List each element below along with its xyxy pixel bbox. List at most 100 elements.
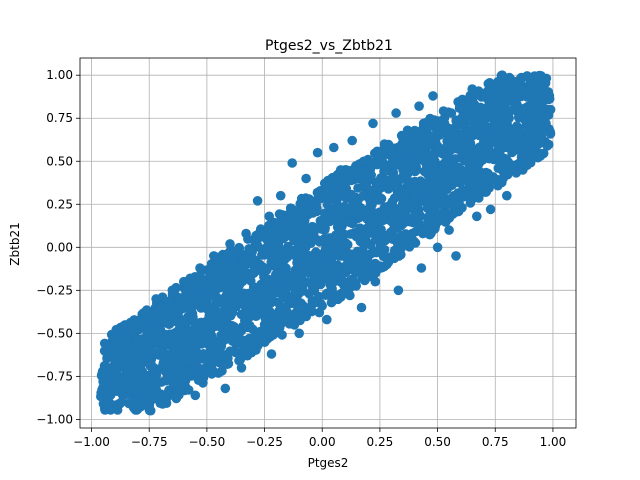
scatter-point (248, 267, 259, 277)
scatter-point (317, 221, 328, 232)
scatter-point (346, 165, 357, 176)
scatter-point (457, 165, 467, 176)
scatter-point (197, 337, 208, 347)
scatter-point (219, 335, 230, 345)
scatter-point (512, 107, 523, 117)
scatter-point (484, 133, 494, 144)
scatter-point (490, 122, 501, 132)
scatter-point (409, 211, 420, 221)
scatter-point (347, 135, 358, 146)
scatter-point (449, 190, 459, 201)
scatter-point (205, 328, 215, 339)
scatter-point (137, 337, 148, 347)
scatter-point (245, 311, 256, 322)
x-tick-label: 0.75 (482, 435, 509, 449)
scatter-point (282, 307, 293, 318)
scatter-point (392, 191, 403, 202)
scatter-point (137, 317, 147, 328)
scatter-point (448, 139, 459, 149)
scatter-point (126, 319, 136, 330)
scatter-point (174, 328, 184, 339)
scatter-point (195, 263, 205, 273)
scatter-point (483, 79, 494, 89)
scatter-point (305, 251, 316, 261)
scatter-point (419, 226, 430, 237)
scatter-point (380, 207, 391, 217)
scatter-point (536, 96, 547, 106)
scatter-point (163, 373, 174, 383)
scatter-point (294, 328, 305, 339)
scatter-point (360, 250, 371, 260)
scatter-point (335, 165, 346, 175)
scatter-point (274, 209, 285, 219)
scatter-point (395, 159, 406, 170)
scatter-point (485, 204, 496, 215)
scatter-point (370, 216, 381, 226)
scatter-point (372, 146, 383, 157)
scatter-point (544, 139, 554, 150)
scatter-point (154, 304, 164, 315)
scatter-point (273, 268, 284, 278)
scatter-point (464, 126, 475, 136)
scatter-point (345, 290, 355, 301)
scatter-point (366, 263, 376, 274)
scatter-point (450, 206, 461, 217)
scatter-point (213, 349, 224, 359)
scatter-point (236, 363, 247, 373)
scatter-point (319, 233, 330, 244)
scatter-point (498, 124, 509, 134)
scatter-point (150, 314, 161, 325)
scatter-point (285, 225, 295, 235)
y-tick-label: 1.00 (46, 68, 73, 82)
scatter-point (155, 345, 166, 356)
scatter-point (337, 276, 347, 287)
y-tick-label: 0.00 (46, 240, 73, 254)
scatter-point (472, 123, 482, 133)
scatter-point (379, 139, 390, 149)
scatter-point (132, 404, 143, 414)
scatter-point (220, 383, 231, 394)
scatter-point (310, 297, 321, 308)
scatter-point (312, 187, 323, 198)
scatter-point (331, 230, 341, 240)
scatter-point (190, 390, 201, 401)
scatter-point (409, 202, 419, 212)
scatter-point (135, 363, 145, 373)
scatter-point (446, 108, 457, 118)
scatter-point (409, 190, 420, 201)
scatter-point (434, 213, 445, 223)
scatter-point (284, 319, 295, 329)
scatter-point (379, 166, 389, 177)
scatter-point (234, 280, 244, 291)
scatter-point (250, 290, 261, 301)
x-tick-label: −0.50 (188, 435, 225, 449)
scatter-point (443, 180, 453, 190)
scatter-point (255, 228, 266, 238)
scatter-point (411, 147, 421, 158)
scatter-point (121, 380, 131, 390)
scatter-point (382, 259, 392, 270)
scatter-point (363, 228, 374, 239)
scatter-point (193, 375, 204, 386)
scatter-point (476, 153, 487, 163)
scatter-point (541, 118, 551, 129)
scatter-point (538, 84, 549, 94)
scatter-point (266, 349, 277, 359)
scatter-point (532, 147, 542, 158)
scatter-point (437, 173, 448, 184)
scatter-point (474, 111, 485, 122)
scatter-point (273, 221, 283, 232)
scatter-point (271, 285, 281, 296)
scatter-point (460, 190, 471, 201)
scatter-point (367, 207, 378, 217)
scatter-point (386, 216, 397, 227)
scatter-point (127, 344, 137, 355)
scatter-point (438, 106, 449, 116)
scatter-point (402, 125, 413, 136)
scatter-point (105, 398, 115, 408)
scatter-point (462, 173, 473, 184)
scatter-point (257, 263, 268, 273)
scatter-point (213, 368, 224, 378)
scatter-point (354, 173, 364, 184)
scatter-point (405, 233, 415, 244)
